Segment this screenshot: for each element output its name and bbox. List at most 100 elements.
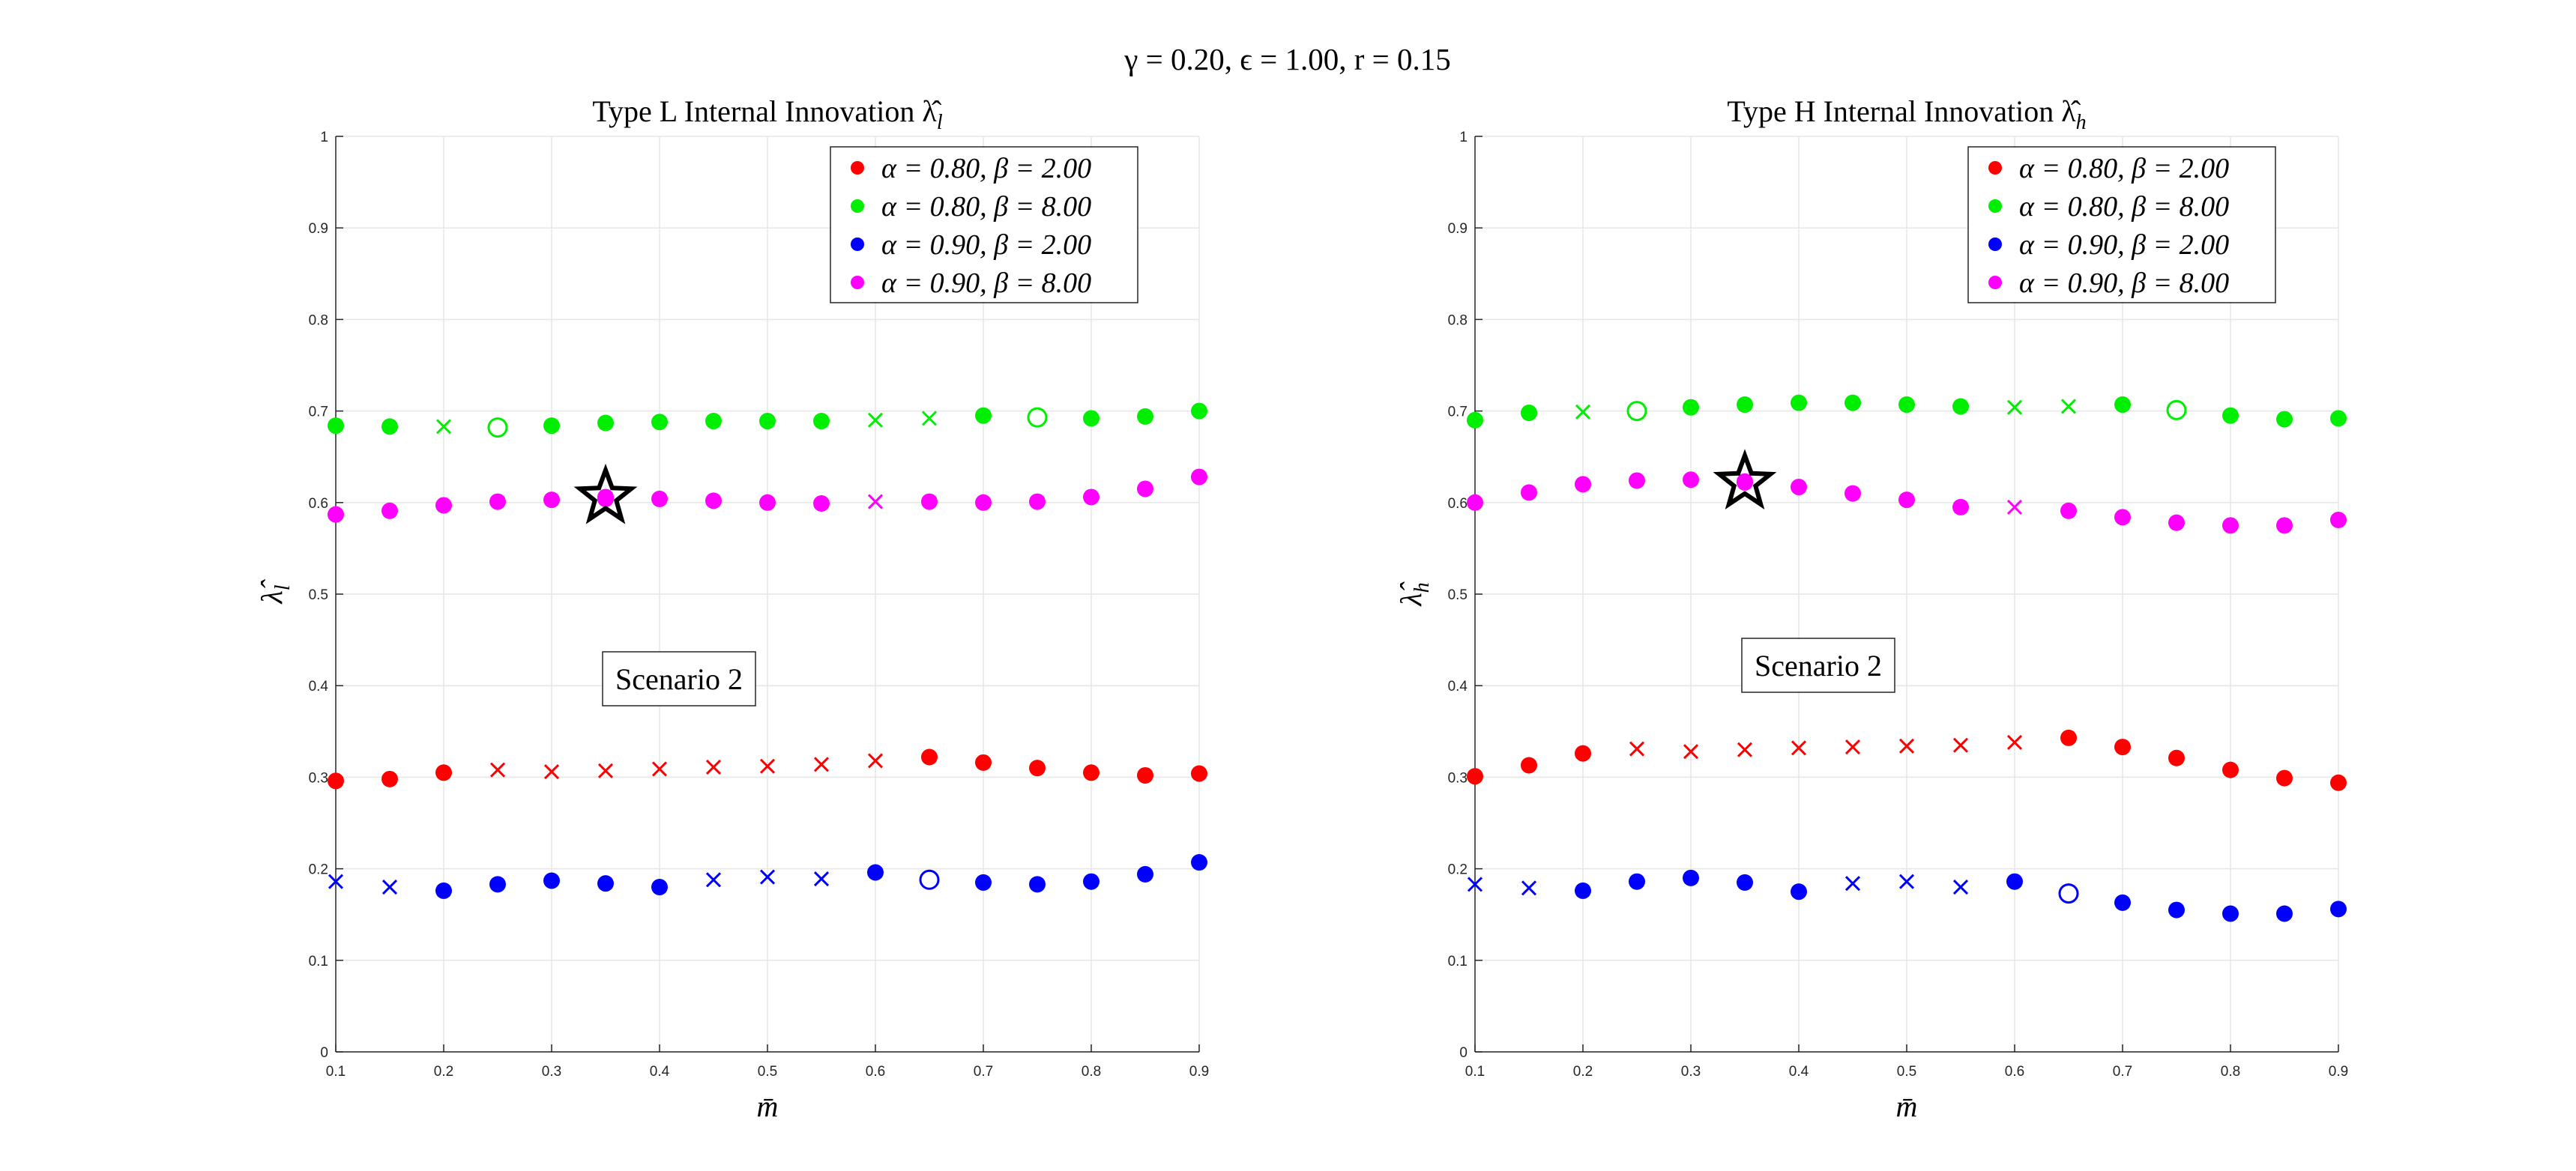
series-1 <box>328 402 1207 438</box>
y-axis-label-subscript: h <box>1411 582 1434 593</box>
highlight-star-point <box>597 488 614 506</box>
y-tick-label: 0 <box>1459 1045 1468 1061</box>
scatter-point-x-stroke <box>921 411 938 426</box>
scatter-point <box>1791 394 1807 411</box>
y-tick-label: 0.6 <box>309 496 328 512</box>
scatter-point <box>1137 766 1153 784</box>
scatter-point-x <box>1683 744 1699 760</box>
scatter-point <box>1952 398 1969 415</box>
scatter-point <box>2330 901 2347 918</box>
scatter-point <box>1521 757 1537 774</box>
legend-marker <box>1988 237 2002 251</box>
legend: α = 0.80, β = 2.00 α = 0.80, β = 8.00 α = … <box>1967 146 2276 303</box>
scatter-point-x <box>597 763 614 778</box>
scatter-point-x-stroke <box>1629 741 1645 757</box>
highlight-star-point <box>1737 473 1753 491</box>
scatter-point-x-stroke <box>1737 742 1753 757</box>
scatter-point-x-stroke <box>1791 740 1807 756</box>
scatter-point <box>2330 512 2347 529</box>
scatter-point <box>1137 865 1153 883</box>
scatter-point-x-stroke <box>1521 880 1537 896</box>
chart-title-subscript: l <box>937 111 943 134</box>
scatter-point-x <box>705 759 722 775</box>
legend-marker <box>1988 276 2002 289</box>
scatter-point-x-stroke <box>651 761 668 777</box>
scatter-point-open <box>919 869 940 890</box>
series-0 <box>1467 729 2347 791</box>
x-tick-label: 0.4 <box>1789 1064 1809 1080</box>
x-tick-label: 0.2 <box>1573 1064 1593 1080</box>
scatter-point-x <box>1629 741 1645 757</box>
scatter-point-x <box>1467 877 1483 892</box>
scatter-point <box>2330 774 2347 791</box>
scatter-point-x <box>705 872 722 888</box>
scatter-point <box>2276 411 2293 428</box>
annotation-box <box>1741 638 1895 693</box>
scatter-point-x-stroke <box>813 871 830 887</box>
scatter-point <box>1844 485 1861 502</box>
legend-entry: α = 0.90, β = 8.00 <box>2019 267 2229 299</box>
x-axis-label: m̄ <box>1896 1089 1918 1123</box>
scatter-point-x-stroke <box>597 763 614 778</box>
x-tick-label: 0.3 <box>542 1064 561 1080</box>
scatter-point-x <box>1521 880 1537 896</box>
scatter-point-x-stroke <box>1844 876 1861 892</box>
scatter-point <box>2114 509 2131 526</box>
x-tick-label: 0.6 <box>866 1064 885 1080</box>
y-tick-label: 0 <box>320 1045 328 1061</box>
scatter-point-x-stroke <box>489 762 506 778</box>
scatter-point-x-stroke <box>867 494 884 509</box>
scatter-point <box>813 413 830 430</box>
scatter-point-x-stroke <box>1952 879 1969 895</box>
scatter-point-x-stroke <box>1683 744 1699 760</box>
scatter-point-x-stroke <box>1844 739 1861 755</box>
scatter-point-x <box>1952 737 1969 753</box>
scatter-point-x-stroke <box>1898 738 1915 754</box>
scatter-point-x <box>328 874 344 889</box>
scatter-point <box>381 770 398 787</box>
y-tick-label: 0.9 <box>309 221 328 237</box>
scatter-point <box>705 413 722 430</box>
scatter-point <box>759 494 776 511</box>
legend-entry: α = 0.90, β = 2.00 <box>881 229 1091 261</box>
y-tick-label: 0.5 <box>1448 587 1468 603</box>
scatter-point <box>1083 873 1100 890</box>
scatter-point-x-stroke <box>813 757 830 772</box>
scatter-point-x <box>813 757 830 772</box>
scatter-point <box>2276 769 2293 787</box>
legend: α = 0.80, β = 2.00 α = 0.80, β = 8.00 α = … <box>830 146 1138 303</box>
x-tick-label: 0.1 <box>1465 1064 1485 1080</box>
scatter-point <box>1137 408 1153 425</box>
y-tick-label: 0.7 <box>1448 405 1468 420</box>
x-tick-label: 0.7 <box>974 1064 993 1080</box>
scatter-point <box>1952 498 1969 515</box>
scatter-point-x-stroke <box>1467 877 1483 892</box>
scatter-point-x <box>759 758 776 774</box>
scatter-point <box>651 490 668 507</box>
legend-box <box>1967 146 2276 303</box>
legend-entry: α = 0.80, β = 8.00 <box>2019 191 2229 223</box>
y-tick-label: 0.8 <box>1448 312 1468 328</box>
scatter-point <box>921 748 938 766</box>
y-tick-label: 0.2 <box>1448 862 1468 878</box>
scatter-point <box>1191 765 1207 782</box>
scatter-point <box>1029 876 1046 893</box>
scatter-point <box>328 772 344 790</box>
x-tick-label: 0.7 <box>2113 1064 2132 1080</box>
scatter-point-x-stroke <box>705 872 722 888</box>
y-tick-label: 0.3 <box>1448 770 1468 786</box>
scatter-point <box>2330 410 2347 427</box>
highlight-star-icon <box>573 463 638 524</box>
scatter-point-open <box>2166 399 2187 420</box>
x-tick-label: 0.5 <box>758 1064 777 1080</box>
x-tick-label: 0.6 <box>2005 1064 2024 1080</box>
scatter-point <box>1083 764 1100 781</box>
scatter-point-x <box>489 762 506 778</box>
y-tick-label: 0.4 <box>309 679 329 695</box>
scatter-point <box>543 491 560 509</box>
scatter-point <box>2114 396 2131 414</box>
scatter-point-x-stroke <box>1952 737 1969 753</box>
scatter-point-x-stroke <box>435 419 452 435</box>
scatter-point <box>1029 493 1046 510</box>
legend-marker <box>851 237 864 251</box>
